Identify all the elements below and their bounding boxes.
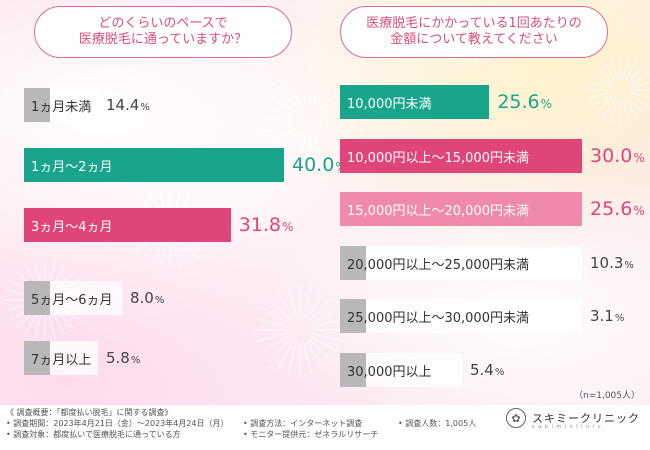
firework-burst <box>255 285 345 375</box>
pace-bar-label: 1ヵ月〜2ヵ月 <box>31 159 113 175</box>
pace-bar-3: 3ヵ月〜4ヵ月 <box>24 208 231 242</box>
pace-value-unit: % <box>282 220 294 234</box>
price-value-unit: % <box>633 151 645 165</box>
right-question-title: 医療脱毛にかかっている1回あたりの 金額について教えてください <box>340 6 608 58</box>
price-bar-6: 30,000円以上 <box>340 353 462 387</box>
clinic-logo: ✿ スキミークリニック s u k i m i c l i n i c <box>506 408 640 430</box>
price-bar-label: 30,000円以上 <box>347 364 432 380</box>
pace-value-number: 8.0 <box>130 289 154 307</box>
price-bar-2: 10,000円以上〜15,000円未満 <box>340 139 582 173</box>
price-bar-label: 10,000円未満 <box>347 96 432 112</box>
footer-summary: 《 調査概要：「都度払い脱毛」に関する調査》 <box>6 408 173 417</box>
pace-bar-label: 3ヵ月〜4ヵ月 <box>31 219 113 235</box>
footer-target: • 調査対象：都度払いで医療脱毛に通っている方 <box>6 430 181 439</box>
clinic-logo-icon: ✿ <box>506 408 526 428</box>
price-bar-5: 25,000円以上〜30,000円未満 <box>340 299 582 333</box>
price-value-number: 10.3 <box>590 254 624 272</box>
price-bar-label: 25,000円以上〜30,000円未満 <box>347 310 529 326</box>
footer-provider: • モニター提供元：ゼネラルリサーチ <box>243 430 379 439</box>
price-value-label: 25.6% <box>497 85 552 119</box>
price-value-label: 25.6% <box>590 192 645 226</box>
pace-value-label: 14.4% <box>106 88 150 122</box>
firework-burst <box>585 55 650 125</box>
price-value-unit: % <box>540 97 553 111</box>
pace-value-unit: % <box>154 295 165 306</box>
pace-value-number: 5.8 <box>106 349 130 367</box>
price-value-label: 30.0% <box>590 139 645 173</box>
pace-bar-1: 1ヵ月未満 <box>24 88 98 122</box>
price-value-number: 5.4 <box>470 361 494 379</box>
price-value-unit: % <box>624 260 634 271</box>
clinic-logo-name: スキミークリニック <box>532 412 640 425</box>
pace-bar-5: 7ヵ月以上 <box>24 341 98 375</box>
pace-value-number: 31.8 <box>238 214 281 236</box>
pace-bar-label: 7ヵ月以上 <box>31 352 92 368</box>
pace-value-unit: % <box>140 102 150 113</box>
pace-bar-2: 1ヵ月〜2ヵ月 <box>24 148 284 182</box>
sample-size-note: （n=1,005人） <box>573 391 640 401</box>
pace-bar-4: 5ヵ月〜6ヵ月 <box>24 281 122 315</box>
pace-value-number: 40.0 <box>292 154 335 176</box>
price-value-number: 25.6 <box>590 198 633 220</box>
price-value-label: 5.4% <box>470 353 504 387</box>
price-value-label: 10.3% <box>590 246 634 280</box>
footer-count: • 調査人数：1,005人 <box>398 419 477 428</box>
pace-bar-label: 5ヵ月〜6ヵ月 <box>31 292 113 308</box>
left-question-title: どのくらいのペースで 医療脱毛に通っていますか？ <box>34 6 292 58</box>
price-bar-1: 10,000円未満 <box>340 85 490 119</box>
pace-value-label: 8.0% <box>130 281 164 315</box>
pace-value-unit: % <box>130 355 141 366</box>
pace-value-label: 40.0% <box>292 148 347 182</box>
price-bar-4: 20,000円以上〜25,000円未満 <box>340 246 582 280</box>
price-value-number: 25.6 <box>497 91 540 113</box>
price-value-number: 30.0 <box>590 145 633 167</box>
pace-value-label: 31.8% <box>239 208 294 242</box>
pace-value-number: 14.4 <box>106 96 140 114</box>
price-value-unit: % <box>614 313 625 324</box>
price-value-label: 3.1% <box>590 299 624 333</box>
price-bar-3: 15,000円以上〜20,000円未満 <box>340 192 582 226</box>
price-value-unit: % <box>633 204 645 218</box>
pace-value-label: 5.8% <box>106 341 140 375</box>
clinic-logo-sub: s u k i m i c l i n i c <box>532 424 602 430</box>
footer-method: • 調査方法：インターネット調査 <box>243 419 363 428</box>
price-bar-label: 10,000円以上〜15,000円未満 <box>347 150 529 166</box>
footer-period: • 調査期間：2023年4月21日（金）〜2023年4月24日（月） <box>6 419 229 428</box>
pace-bar-label: 1ヵ月未満 <box>31 99 92 115</box>
price-value-number: 3.1 <box>590 307 614 325</box>
price-bar-label: 20,000円以上〜25,000円未満 <box>347 257 529 273</box>
survey-footer: 《 調査概要：「都度払い脱毛」に関する調査》 • 調査期間：2023年4月21日… <box>0 405 650 450</box>
price-value-unit: % <box>494 367 505 378</box>
price-bar-label: 15,000円以上〜20,000円未満 <box>347 203 529 219</box>
